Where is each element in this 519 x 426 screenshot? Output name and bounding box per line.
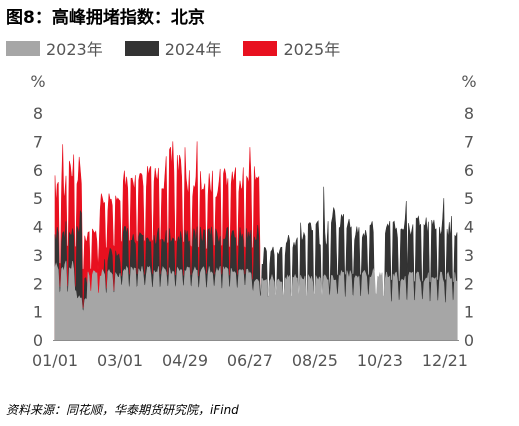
y-tick-left-8: 8 [33,104,43,123]
y-tick-right-7: 7 [464,132,474,151]
legend-label-2025: 2025年 [283,40,341,59]
y-tick-right-5: 5 [464,189,474,208]
y-tick-right-2: 2 [464,274,474,293]
legend-swatch-2025 [243,40,278,56]
y-tick-left-4: 4 [33,218,43,237]
legend-label-2023: 2023年 [46,40,103,59]
y-tick-left-0: 0 [33,331,43,350]
x-tick-04-29: 04/29 [162,351,208,370]
axis-layer: 0 0 1 1 2 2 3 3 4 4 5 5 6 6 7 7 8 8 01/01 03/01 04/29 06/27 08… [32,104,474,370]
y-tick-right-6: 6 [464,161,474,180]
x-tick-03-01: 03/01 [97,351,143,370]
legend-label-2024: 2024年 [164,40,222,59]
legend: 2023年 2024年 2025年 [6,36,340,60]
source-note: 资料来源：同花顺，华泰期货研究院，iFind [6,403,239,417]
y-tick-left-7: 7 [33,132,43,151]
y-unit-right: % [461,72,476,91]
y-tick-left-1: 1 [33,303,43,322]
legend-item-2023: 2023年 [6,36,103,60]
y-tick-left-2: 2 [33,274,43,293]
y-tick-right-3: 3 [464,246,474,265]
series-area-2023 [54,260,458,341]
x-tick-08-25: 08/25 [292,351,338,370]
y-tick-right-8: 8 [464,104,474,123]
x-tick-06-27: 06/27 [227,351,273,370]
series-layer [54,141,458,341]
y-tick-left-5: 5 [33,189,43,208]
legend-item-2024: 2024年 [124,36,222,60]
legend-swatch-2023 [6,40,40,56]
y-tick-left-6: 6 [33,161,43,180]
y-unit-left: % [30,72,45,91]
legend-item-2025: 2025年 [243,36,340,60]
y-tick-right-0: 0 [464,331,474,350]
y-tick-right-4: 4 [464,218,474,237]
chart-title: 图8：高峰拥堵指数：北京 [6,8,205,28]
legend-swatch-2024 [124,40,159,56]
x-tick-12-21: 12/21 [422,351,468,370]
x-tick-10-23: 10/23 [357,351,403,370]
y-tick-left-3: 3 [33,246,43,265]
x-tick-01-01: 01/01 [32,351,78,370]
y-tick-right-1: 1 [464,303,474,322]
